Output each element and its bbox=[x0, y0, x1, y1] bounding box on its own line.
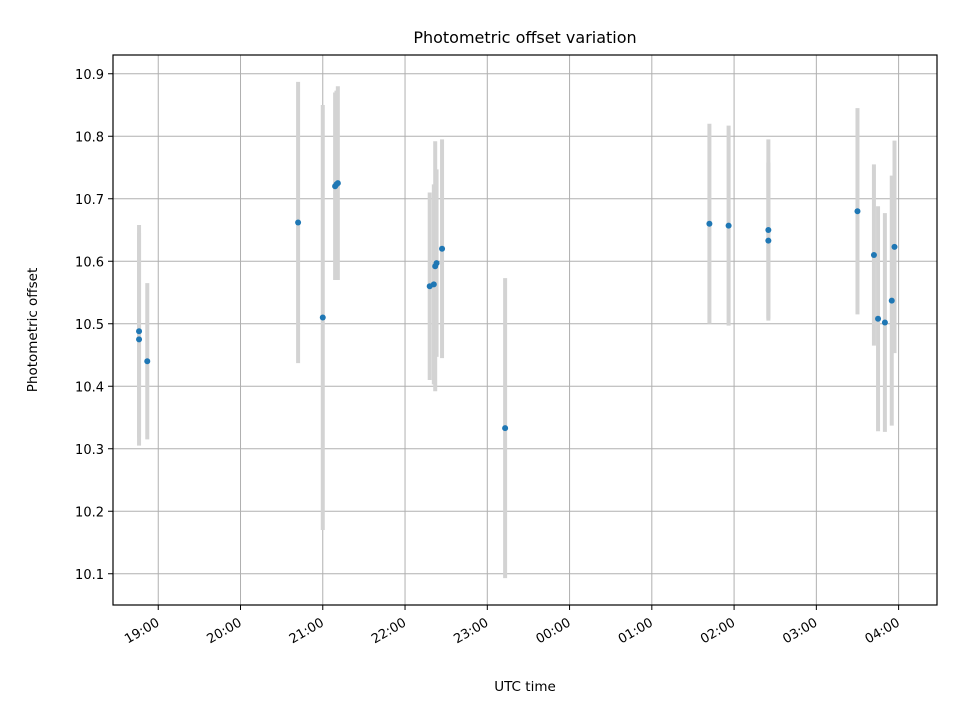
data-point bbox=[881, 319, 888, 326]
plot-frame bbox=[112, 54, 938, 606]
data-point bbox=[765, 237, 772, 244]
y-tick-label: 10.5 bbox=[75, 318, 104, 333]
y-tick-label: 10.3 bbox=[75, 443, 104, 458]
data-point bbox=[295, 219, 302, 226]
y-tick-label: 10.8 bbox=[75, 130, 104, 145]
data-point bbox=[502, 425, 509, 432]
data-point bbox=[875, 315, 882, 322]
y-tick-label: 10.7 bbox=[75, 193, 104, 208]
chart-title: Photometric offset variation bbox=[413, 28, 636, 47]
data-point bbox=[136, 328, 143, 335]
data-point bbox=[854, 208, 861, 215]
y-tick-label: 10.2 bbox=[75, 505, 104, 520]
data-point bbox=[870, 252, 877, 258]
data-point bbox=[439, 245, 446, 252]
data-point bbox=[433, 260, 440, 267]
data-points bbox=[136, 180, 898, 432]
y-tick-label: 10.4 bbox=[75, 380, 104, 395]
y-tick-label: 10.1 bbox=[75, 568, 104, 583]
data-point bbox=[430, 281, 437, 288]
y-tick-label: 10.9 bbox=[75, 68, 104, 83]
x-axis-label: UTC time bbox=[494, 679, 556, 695]
data-point bbox=[144, 358, 151, 365]
y-axis-ticks: 10.1 10.2 10.3 10.4 10.5 10.6 10.7 10.8 10.9 bbox=[75, 68, 113, 583]
data-point bbox=[888, 297, 895, 304]
y-tick-label: 10.6 bbox=[75, 255, 104, 270]
data-point bbox=[334, 180, 341, 187]
data-point bbox=[136, 336, 143, 343]
data-point bbox=[319, 314, 326, 321]
data-point bbox=[891, 243, 898, 250]
data-point bbox=[725, 222, 732, 229]
data-point bbox=[706, 220, 713, 227]
y-axis-label: Photometric offset bbox=[25, 268, 41, 392]
data-point bbox=[765, 227, 772, 233]
